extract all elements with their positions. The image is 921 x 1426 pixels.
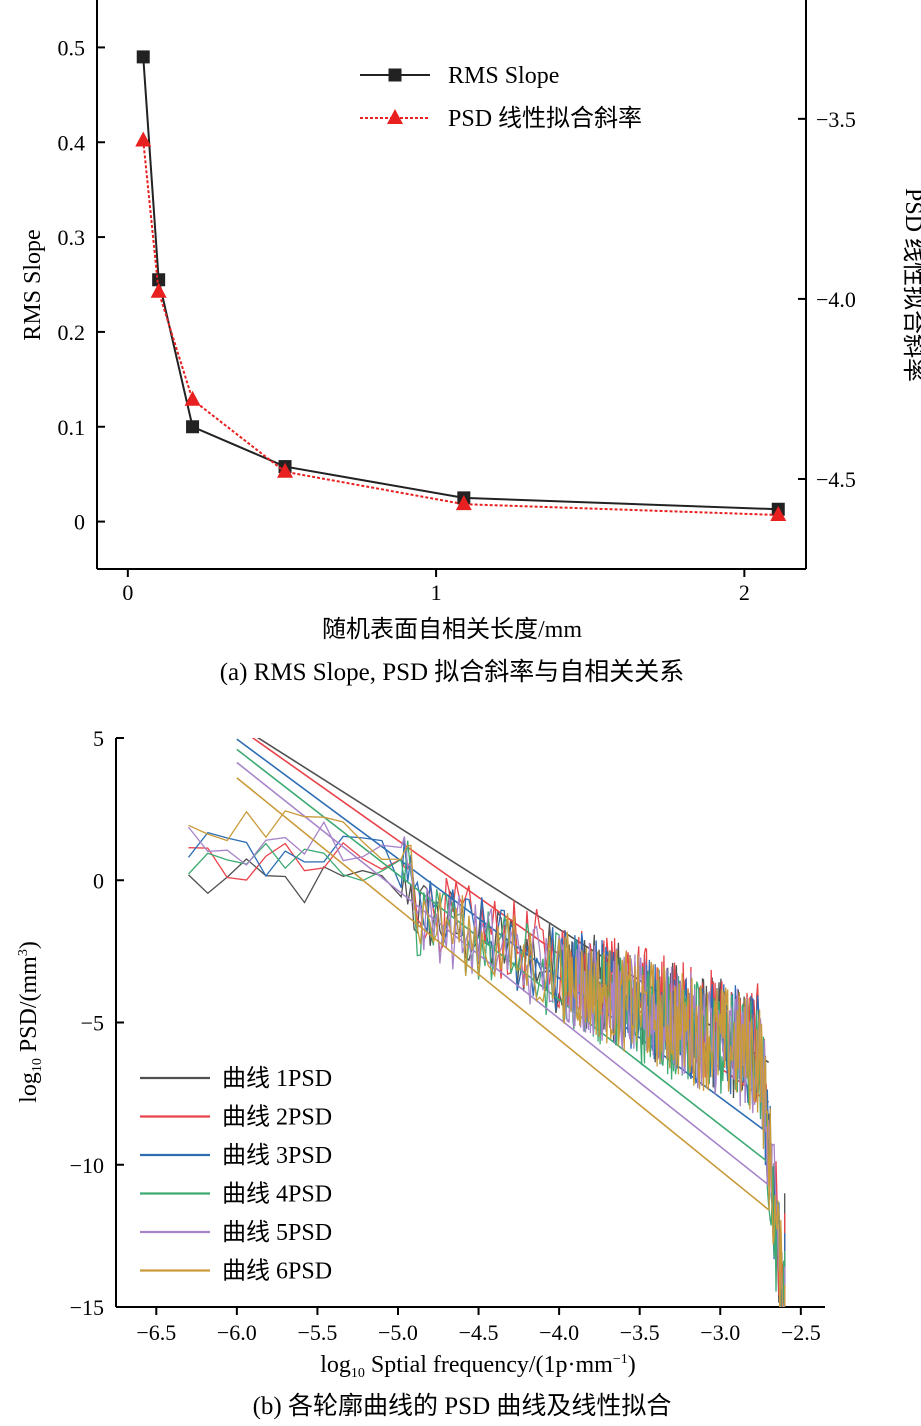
- x-tick-label: −6.0: [217, 1320, 257, 1345]
- x-tick-label: −3.5: [620, 1320, 660, 1345]
- x-tick-label: −5.5: [297, 1320, 337, 1345]
- legend-triangle-marker: [387, 109, 403, 124]
- legend-label: RMS Slope: [448, 63, 559, 89]
- y-tick-label: 0.1: [58, 415, 86, 440]
- panel-a: 0 1 2 0 0.1 0.2 0.3 0.4 0.5 −3.5 −4.0 −4.5 RMS Sl…: [20, 0, 921, 686]
- y2-tick-label: −4.5: [816, 467, 856, 492]
- legend-label: 曲线 5PSD: [222, 1219, 332, 1246]
- panel-a-y2-ticks: −3.5 −4.0 −4.5: [798, 107, 856, 492]
- linear-fit-line: [236, 738, 770, 1135]
- panel-b-y-axis-label: log10 PSD/(mm3): [16, 941, 45, 1103]
- psd-curve: [188, 810, 786, 1307]
- y2-tick-label: −3.5: [816, 107, 856, 132]
- series-2: [135, 131, 787, 521]
- y-tick-label: 5: [93, 726, 104, 751]
- x-tick-label: −2.5: [781, 1320, 821, 1345]
- panel-b-series: [187, 738, 786, 1307]
- panel-b-legend: 曲线 1PSD 曲线 2PSD 曲线 3PSD 曲线 4PSD 曲线 5PSD 曲线 6P…: [140, 1065, 332, 1285]
- panel-b-x-ticks: −6.5 −6.0 −5.5 −5.0 −4.5 −4.0 −3.5 −3.0 −2.5: [136, 1307, 821, 1345]
- legend-square-marker: [388, 68, 402, 82]
- series-line: [142, 56, 779, 511]
- panel-a-y-axis-label: RMS Slope: [20, 229, 46, 340]
- series-6: [188, 777, 786, 1307]
- y-tick-label: 0: [93, 868, 104, 893]
- x-tick-label: 0: [122, 580, 133, 605]
- x-tick-label: −4.0: [539, 1320, 579, 1345]
- legend-label: 曲线 4PSD: [222, 1181, 332, 1208]
- series-line: [142, 140, 779, 516]
- panel-a-caption: (a) RMS Slope, PSD 拟合斜率与自相关关系: [220, 658, 685, 686]
- linear-fit-line: [236, 777, 770, 1211]
- triangle-marker: [135, 131, 152, 147]
- panel-a-y2-axis-label: PSD 线性拟合斜率: [900, 188, 921, 382]
- triangle-marker: [150, 282, 167, 298]
- triangle-marker: [770, 505, 787, 521]
- y-tick-label: 0.3: [58, 225, 86, 250]
- x-tick-label: −4.5: [459, 1320, 499, 1345]
- legend-label: 曲线 6PSD: [222, 1258, 332, 1285]
- panel-a-axes-frame: [96, 0, 807, 570]
- square-marker: [152, 273, 166, 287]
- triangle-marker: [277, 462, 294, 478]
- panel-a-x-ticks: 0 1 2: [122, 569, 750, 605]
- legend-label: PSD 线性拟合斜率: [448, 105, 642, 132]
- panel-b: −6.5 −6.0 −5.5 −5.0 −4.5 −4.0 −3.5 −3.0 −2.5 5 0 −…: [16, 726, 825, 1420]
- legend-label: 曲线 2PSD: [222, 1104, 332, 1131]
- x-tick-label: 2: [739, 580, 750, 605]
- triangle-marker: [455, 495, 472, 511]
- y2-tick-label: −4.0: [816, 287, 856, 312]
- triangle-marker: [184, 390, 201, 406]
- psd-curve: [188, 841, 786, 1307]
- panel-b-caption: (b) 各轮廓曲线的 PSD 曲线及线性拟合: [253, 1392, 672, 1420]
- y-tick-label: 0.5: [58, 35, 86, 60]
- y-tick-label: 0: [74, 510, 85, 535]
- y-tick-label: 0.4: [58, 130, 86, 155]
- x-tick-label: 1: [431, 580, 442, 605]
- panel-b-y-ticks: 5 0 −5 −10 −15: [70, 726, 124, 1320]
- panel-a-legend: RMS Slope PSD 线性拟合斜率: [360, 63, 642, 132]
- x-tick-label: −3.0: [700, 1320, 740, 1345]
- legend-label: 曲线 3PSD: [222, 1142, 332, 1169]
- square-marker: [136, 50, 150, 64]
- panel-a-x-axis-label: 随机表面自相关长度/mm: [322, 616, 582, 643]
- y-tick-label: 0.2: [58, 320, 86, 345]
- panel-b-x-axis-label: log10 Sptial frequency/(1p·mm−1): [320, 1352, 636, 1381]
- square-marker: [186, 420, 200, 434]
- x-tick-label: −6.5: [136, 1320, 176, 1345]
- y-tick-label: −5: [81, 1011, 104, 1036]
- y-tick-label: −15: [70, 1295, 104, 1320]
- legend-label: 曲线 1PSD: [222, 1065, 332, 1092]
- linear-fit-line: [236, 761, 770, 1186]
- x-tick-label: −5.0: [378, 1320, 418, 1345]
- panel-a-series: [135, 50, 787, 521]
- y-tick-label: −10: [70, 1153, 104, 1178]
- panel-a-y-ticks: 0 0.1 0.2 0.3 0.4 0.5: [58, 35, 105, 535]
